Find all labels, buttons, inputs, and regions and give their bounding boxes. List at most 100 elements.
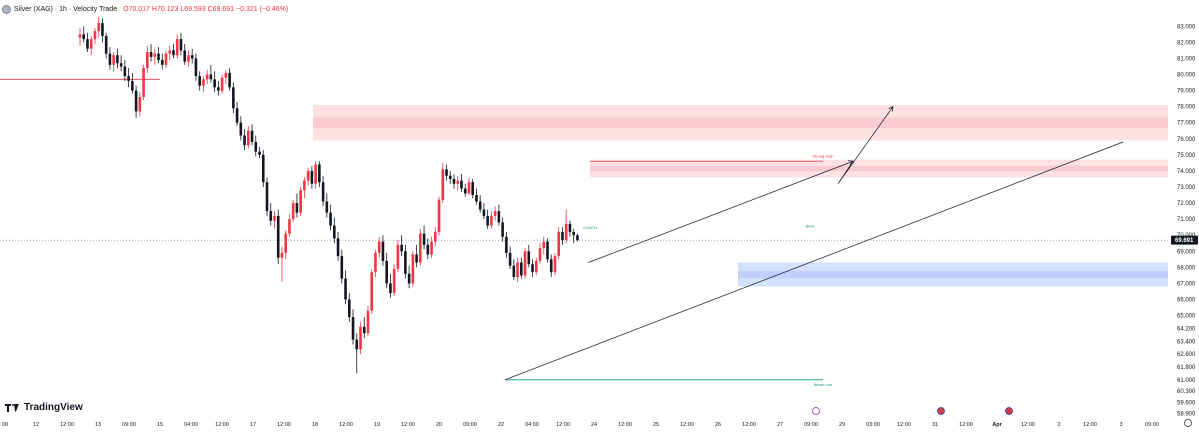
candle[interactable] <box>370 272 374 311</box>
candle[interactable] <box>142 68 145 97</box>
candle[interactable] <box>549 259 553 273</box>
candle[interactable] <box>553 256 557 273</box>
candle[interactable] <box>247 130 250 146</box>
candle[interactable] <box>482 209 486 216</box>
candle[interactable] <box>576 235 579 241</box>
candle[interactable] <box>392 268 396 294</box>
candle[interactable] <box>362 326 366 334</box>
candle[interactable] <box>146 51 149 69</box>
candle[interactable] <box>452 178 456 184</box>
candle[interactable] <box>471 182 474 196</box>
candle[interactable] <box>243 135 246 146</box>
candle[interactable] <box>475 195 478 202</box>
candle[interactable] <box>516 262 519 277</box>
candle[interactable] <box>568 223 572 232</box>
candle[interactable] <box>187 55 190 62</box>
candle[interactable] <box>280 252 284 258</box>
trendline[interactable] <box>504 141 1124 381</box>
candle[interactable] <box>359 326 362 350</box>
candle[interactable] <box>89 39 93 49</box>
candle[interactable] <box>422 233 426 245</box>
candle[interactable] <box>411 254 415 284</box>
candle[interactable] <box>340 256 344 279</box>
candle[interactable] <box>520 262 523 276</box>
candle[interactable] <box>164 53 168 65</box>
candle[interactable] <box>325 201 329 213</box>
candle[interactable] <box>497 211 501 223</box>
candle[interactable] <box>318 164 321 183</box>
candle[interactable] <box>381 241 385 261</box>
candle[interactable] <box>407 273 411 284</box>
candle[interactable] <box>303 180 306 191</box>
candle[interactable] <box>347 299 351 318</box>
candle[interactable] <box>445 169 448 176</box>
candle[interactable] <box>490 215 493 226</box>
candle[interactable] <box>127 76 130 81</box>
candle[interactable] <box>396 244 400 269</box>
candle[interactable] <box>501 222 504 237</box>
candle[interactable] <box>119 63 123 67</box>
candle[interactable] <box>400 244 403 252</box>
candle[interactable] <box>531 264 534 273</box>
candle[interactable] <box>149 51 153 57</box>
candle[interactable] <box>527 251 531 265</box>
candle[interactable] <box>86 39 89 49</box>
candle[interactable] <box>220 77 224 91</box>
candle[interactable] <box>538 248 542 261</box>
candle[interactable] <box>97 23 100 32</box>
candle[interactable] <box>419 233 422 263</box>
candle[interactable] <box>493 211 497 216</box>
candle[interactable] <box>198 76 201 86</box>
candle[interactable] <box>205 74 209 80</box>
candle[interactable] <box>512 265 516 277</box>
symbol-title[interactable]: Silver (XAG) · 1h · Velocity Trade <box>14 5 118 13</box>
projection-path[interactable] <box>588 106 894 263</box>
tradingview-logo[interactable]: TradingView <box>5 402 83 413</box>
candle[interactable] <box>190 55 194 59</box>
candle[interactable] <box>131 80 134 91</box>
candle[interactable] <box>561 231 564 241</box>
candle[interactable] <box>153 53 157 57</box>
candle[interactable] <box>250 130 254 142</box>
candle[interactable] <box>534 260 538 273</box>
candle[interactable] <box>228 72 231 88</box>
candle[interactable] <box>134 90 138 112</box>
candle[interactable] <box>377 241 381 253</box>
candle[interactable] <box>546 241 549 260</box>
candle[interactable] <box>564 223 568 241</box>
candle[interactable] <box>456 180 460 184</box>
annotation-label[interactable]: BOS <box>806 223 815 228</box>
candle[interactable] <box>235 108 239 123</box>
candle[interactable] <box>463 188 467 194</box>
candle[interactable] <box>299 190 302 213</box>
candle[interactable] <box>437 199 441 232</box>
candle[interactable] <box>355 339 359 350</box>
candle[interactable] <box>523 251 527 276</box>
candle[interactable] <box>333 225 336 239</box>
candle[interactable] <box>269 211 273 221</box>
candle[interactable] <box>310 170 314 184</box>
candle[interactable] <box>321 182 325 202</box>
candle[interactable] <box>426 244 430 255</box>
candle[interactable] <box>366 310 370 334</box>
candle[interactable] <box>172 50 175 56</box>
candle[interactable] <box>404 251 407 274</box>
candle[interactable] <box>101 23 104 36</box>
candle[interactable] <box>224 72 228 78</box>
candle[interactable] <box>460 180 463 189</box>
candle[interactable] <box>284 233 287 253</box>
candle[interactable] <box>261 154 265 183</box>
us-flag-icon[interactable] <box>937 407 945 415</box>
candle[interactable] <box>232 87 235 109</box>
candle[interactable] <box>258 151 261 155</box>
candle[interactable] <box>209 74 213 80</box>
candle[interactable] <box>374 252 377 273</box>
candle[interactable] <box>168 50 172 54</box>
brand-circle-icon[interactable] <box>812 407 820 415</box>
candle[interactable] <box>351 317 355 340</box>
gear-icon[interactable] <box>1184 419 1192 427</box>
candle[interactable] <box>314 164 317 184</box>
candle[interactable] <box>389 283 392 294</box>
candle[interactable] <box>505 236 508 253</box>
